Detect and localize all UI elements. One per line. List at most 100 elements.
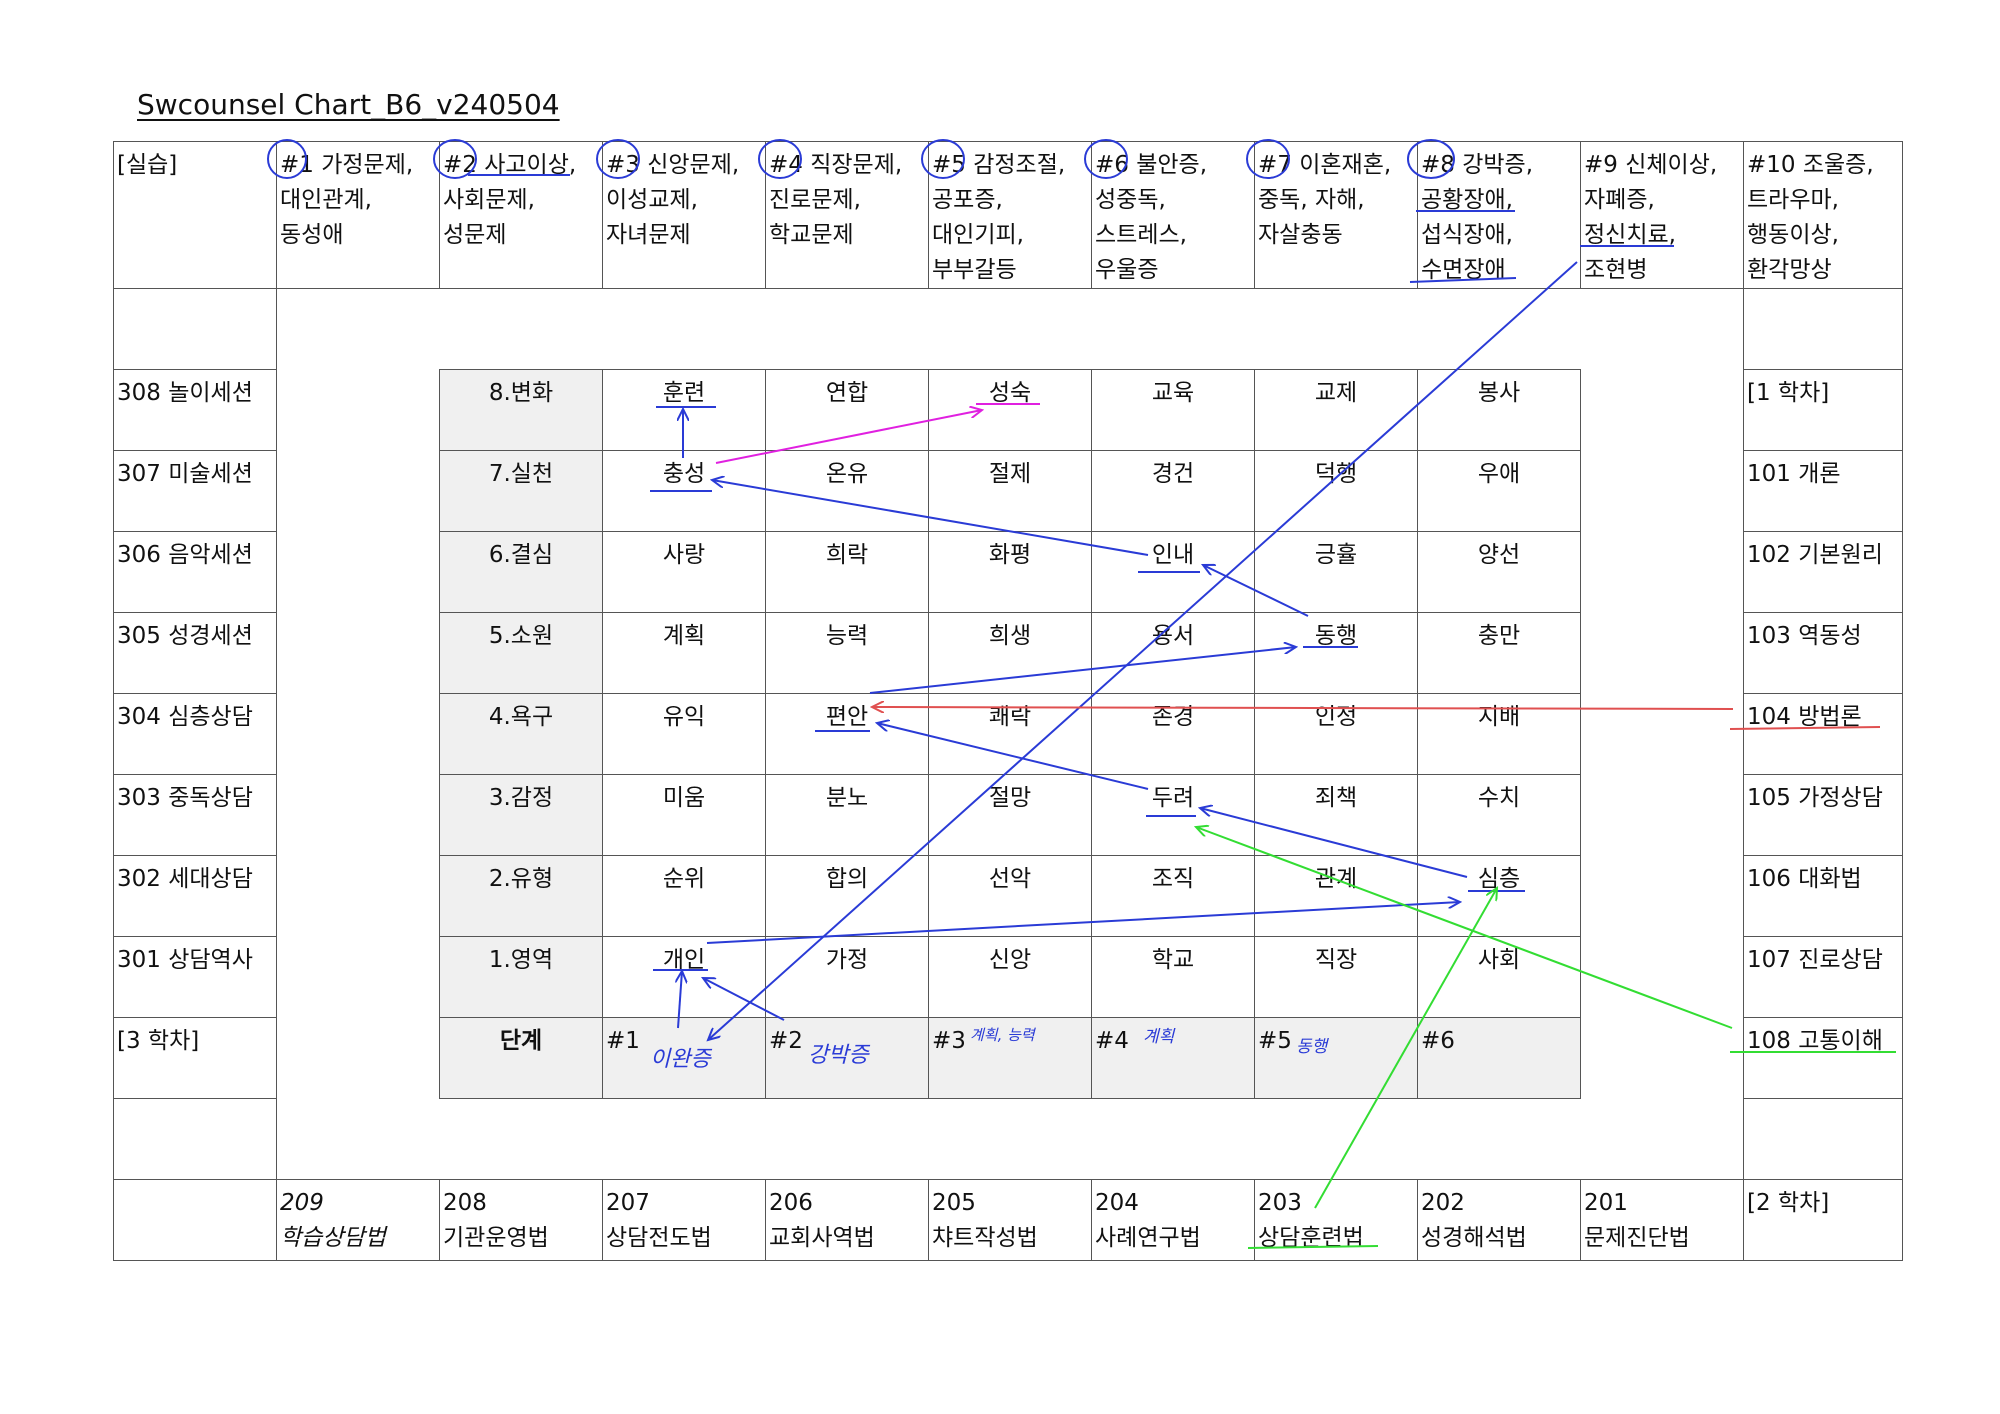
right-course-7: 107 진로상담 — [1743, 936, 1903, 1018]
problem-header-9-line: 정신치료, — [1584, 222, 1676, 248]
virtue-cell: 계획 — [602, 612, 766, 694]
virtue-cell: 능력 — [765, 612, 929, 694]
virtue-cell: 절제 — [928, 450, 1092, 532]
virtue-cell: 인내 — [1091, 531, 1255, 613]
left-course-7: 301 상담역사 — [113, 936, 277, 1018]
problem-header-7-line: 중독, 자해, — [1258, 187, 1365, 213]
stage-label: 1.영역 — [439, 936, 603, 1018]
virtue-cell: 두려 — [1091, 774, 1255, 856]
bottom-course-0-line: 209 — [280, 1190, 324, 1216]
stage-label: 7.실천 — [439, 450, 603, 532]
virtue-cell: 분노 — [765, 774, 929, 856]
bottom-course-0: 209 학습상담법 — [276, 1179, 440, 1261]
problem-header-10-line: 환각망상 — [1747, 257, 1832, 283]
virtue-cell: 심층 — [1417, 855, 1581, 937]
bottom-course-2-line: 상담전도법 — [606, 1225, 712, 1251]
problem-header-1: #1 가정문제, 대인관계, 동성애 — [276, 141, 440, 289]
problem-header-8-line: 수면장애 — [1421, 257, 1506, 283]
virtue-cell: 충만 — [1417, 612, 1581, 694]
bottom-course-8-line: 201 — [1584, 1190, 1628, 1216]
bottom-course-7-line: 성경해석법 — [1421, 1225, 1527, 1251]
problem-header-1-line: 대인관계, — [280, 187, 372, 213]
stage-footer-label: 단계 — [439, 1017, 603, 1099]
virtue-cell: 충성 — [602, 450, 766, 532]
problem-header-2-line: 사회문제, — [443, 187, 535, 213]
virtue-cell: 직장 — [1254, 936, 1418, 1018]
bottom-course-1-line: 208 — [443, 1190, 487, 1216]
bottom-course-6-line: 203 — [1258, 1190, 1302, 1216]
bottom-course-6: 203 상담훈련법 — [1254, 1179, 1418, 1261]
virtue-cell: 개인 — [602, 936, 766, 1018]
virtue-cell: 순위 — [602, 855, 766, 937]
right-course-6: 106 대화법 — [1743, 855, 1903, 937]
virtue-cell: 존경 — [1091, 693, 1255, 775]
table-row: 308 놀이세션 8.변화 훈련 연합 성숙 교육 교제 봉사 [1 학차] — [113, 369, 1903, 451]
virtue-cell: 동행 — [1254, 612, 1418, 694]
bottom-course-2: 207 상담전도법 — [602, 1179, 766, 1261]
bottom-course-2-line: 207 — [606, 1190, 650, 1216]
table-row — [113, 288, 1903, 370]
right-spacer-bottom — [1743, 1098, 1903, 1180]
case-cell-1: #1 — [602, 1017, 766, 1099]
problem-header-6-line: 성중독, — [1095, 187, 1166, 213]
virtue-cell: 사랑 — [602, 531, 766, 613]
virtue-cell: 사회 — [1417, 936, 1581, 1018]
right-course-4: 104 방법론 — [1743, 693, 1903, 775]
left-course-5: 303 중독상담 — [113, 774, 277, 856]
virtue-cell: 선악 — [928, 855, 1092, 937]
right-course-8: 108 고통이해 — [1743, 1017, 1903, 1099]
left-spacer — [113, 288, 277, 370]
bottom-course-9: [2 학차] — [1743, 1179, 1903, 1261]
bottom-course-4-line: 205 — [932, 1190, 976, 1216]
virtue-cell: 봉사 — [1417, 369, 1581, 451]
problem-header-5-line: 공포증, — [932, 187, 1003, 213]
stage-label: 3.감정 — [439, 774, 603, 856]
virtue-cell: 화평 — [928, 531, 1092, 613]
right-course-5: 105 가정상담 — [1743, 774, 1903, 856]
problem-header-2: #2 사고이상, 사회문제, 성문제 — [439, 141, 603, 289]
left-course-6: 302 세대상담 — [113, 855, 277, 937]
problem-header-1-line: 동성애 — [280, 222, 344, 248]
case-cell-3: #3 — [928, 1017, 1092, 1099]
problem-header-7: #7 이혼재혼, 중독, 자해, 자살충동 — [1254, 141, 1418, 289]
bottom-course-7: 202 성경해석법 — [1417, 1179, 1581, 1261]
virtue-cell: 양선 — [1417, 531, 1581, 613]
virtue-cell: 죄책 — [1254, 774, 1418, 856]
corner-label: [실습] — [113, 141, 277, 289]
virtue-cell: 연합 — [765, 369, 929, 451]
virtue-cell: 신앙 — [928, 936, 1092, 1018]
virtue-cell: 수치 — [1417, 774, 1581, 856]
problem-header-7-line: 자살충동 — [1258, 222, 1343, 248]
problem-header-4-line: #4 직장문제, — [769, 152, 903, 178]
case-cell-4: #4 — [1091, 1017, 1255, 1099]
left-course-4: 304 심층상담 — [113, 693, 277, 775]
problem-header-9-line: 조현병 — [1584, 257, 1648, 283]
problem-header-6-line: 우울증 — [1095, 257, 1159, 283]
virtue-cell: 성숙 — [928, 369, 1092, 451]
problem-header-4: #4 직장문제, 진로문제, 학교문제 — [765, 141, 929, 289]
virtue-cell: 지배 — [1417, 693, 1581, 775]
case-cell-5: #5 — [1254, 1017, 1418, 1099]
counsel-chart: [실습] #1 가정문제, 대인관계, 동성애 #2 사고이상, 사회문제, 성문제 #3 신… — [113, 141, 1903, 1261]
outer-blank — [277, 289, 1744, 370]
left-course-3: 305 성경세션 — [113, 612, 277, 694]
problem-header-8: #8 강박증, 공황장애, 섭식장애, 수면장애 — [1417, 141, 1581, 289]
bottom-course-7-line: 202 — [1421, 1190, 1465, 1216]
right-course-2: 102 기본원리 — [1743, 531, 1903, 613]
right-course-1: 101 개론 — [1743, 450, 1903, 532]
problem-header-4-line: 학교문제 — [769, 222, 854, 248]
problem-header-3: #3 신앙문제, 이성교제, 자녀문제 — [602, 141, 766, 289]
table-row: [실습] #1 가정문제, 대인관계, 동성애 #2 사고이상, 사회문제, 성문제 #3 신… — [113, 141, 1903, 289]
problem-header-5-line: #5 감정조절, — [932, 152, 1066, 178]
problem-header-7-line: #7 이혼재혼, — [1258, 152, 1392, 178]
virtue-cell: 교육 — [1091, 369, 1255, 451]
bottom-course-8: 201 문제진단법 — [1580, 1179, 1744, 1261]
problem-header-8-line: #8 강박증, — [1421, 152, 1534, 178]
problem-header-3-line: 이성교제, — [606, 187, 698, 213]
problem-header-1-line: #1 가정문제, — [280, 152, 414, 178]
case-cell-2: #2 — [765, 1017, 929, 1099]
virtue-cell: 학교 — [1091, 936, 1255, 1018]
virtue-cell: 미움 — [602, 774, 766, 856]
outer-blank-bottom — [277, 1099, 1744, 1180]
case-cell-6: #6 — [1417, 1017, 1581, 1099]
